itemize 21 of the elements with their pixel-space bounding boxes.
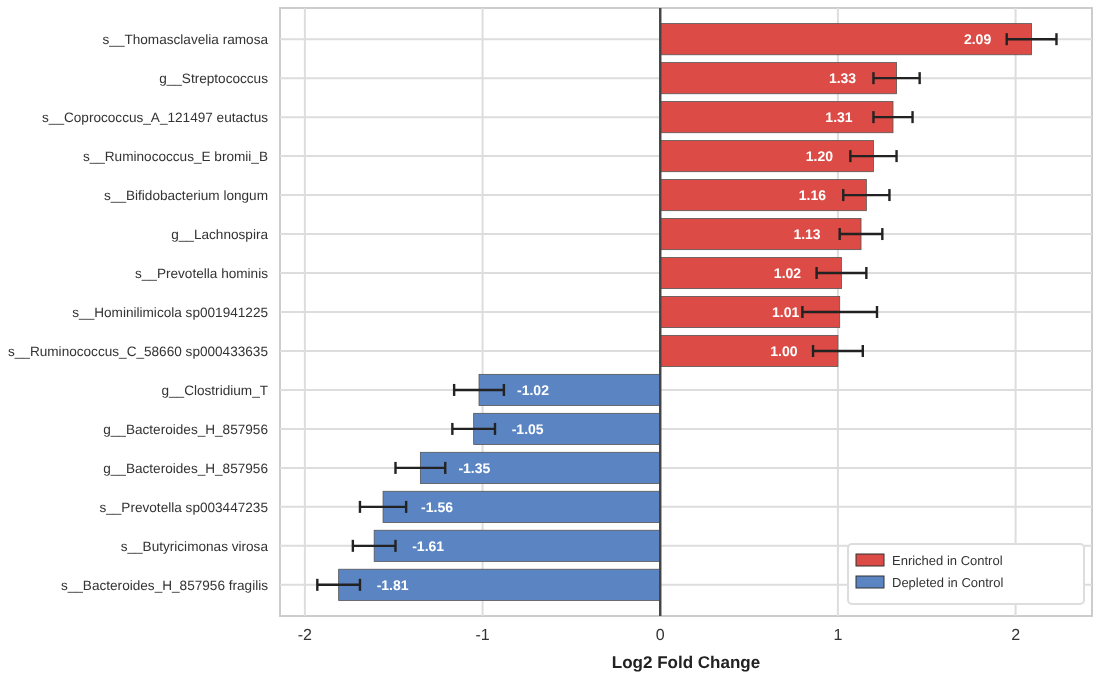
bar	[659, 62, 897, 95]
x-tick-label: 2	[1011, 626, 1022, 644]
bar	[338, 568, 661, 601]
bar	[659, 23, 1032, 56]
bar	[373, 529, 661, 562]
bar	[473, 412, 661, 445]
bar	[659, 296, 841, 328]
bar	[659, 334, 839, 367]
x-axis-title: Log2 Fold Change	[611, 652, 761, 672]
x-tick-label: 0	[655, 626, 666, 644]
x-tick-label: -1	[475, 626, 491, 644]
x-tick-label: -2	[297, 626, 314, 644]
bar	[659, 179, 867, 212]
bar	[478, 373, 661, 406]
bar	[659, 257, 842, 290]
x-tick-label: 1	[833, 626, 844, 644]
bar	[419, 451, 661, 484]
bar	[382, 490, 661, 523]
bar	[659, 140, 874, 173]
bar	[659, 218, 862, 251]
bar	[659, 101, 894, 134]
